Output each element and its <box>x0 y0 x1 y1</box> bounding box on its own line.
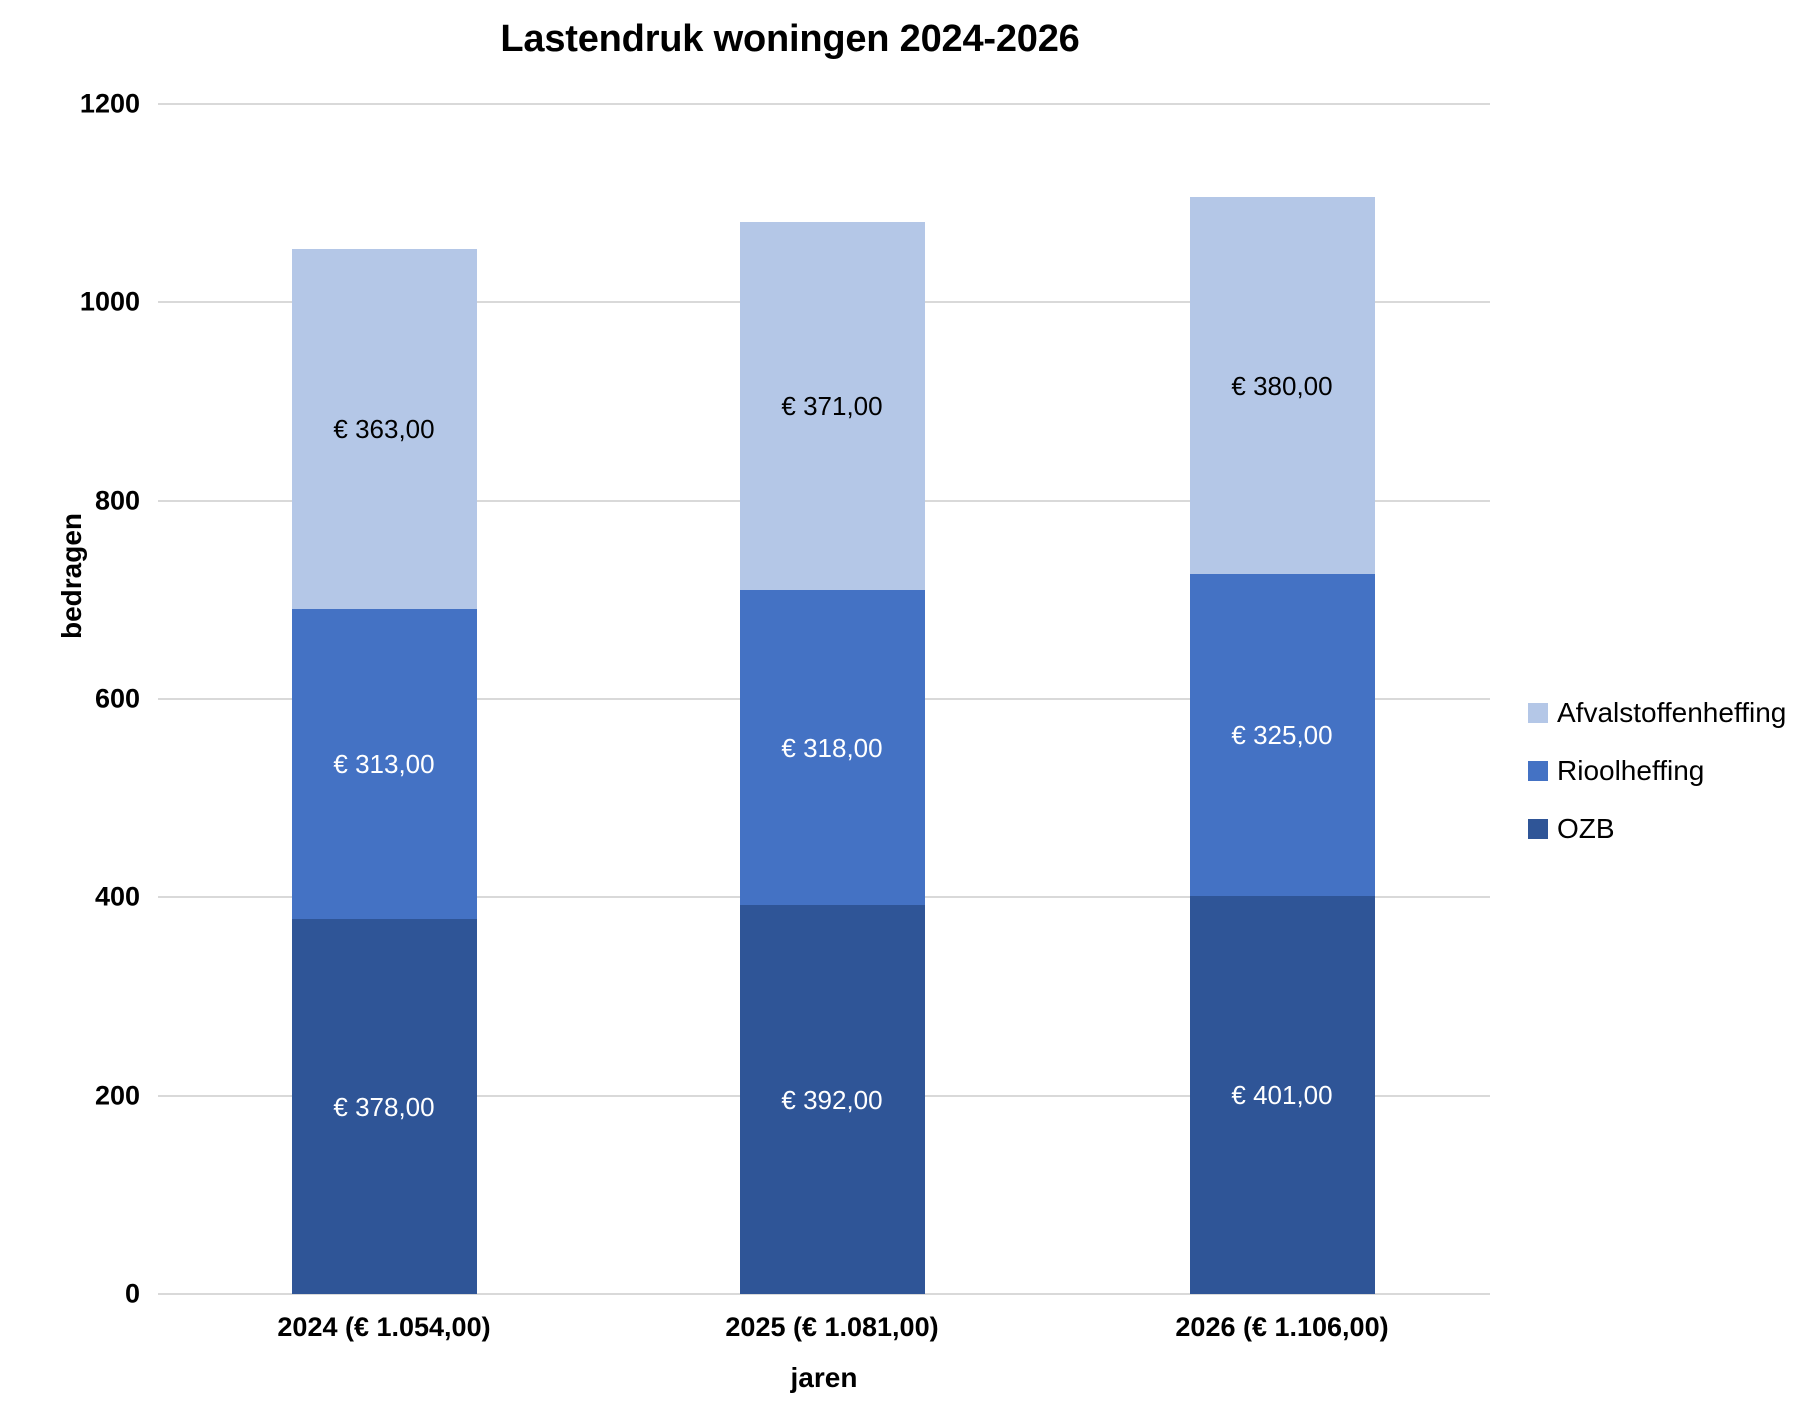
y-axis-tick-label: 800 <box>94 485 140 516</box>
y-axis-tick-label: 400 <box>94 881 140 912</box>
chart-title: Lastendruk woningen 2024-2026 <box>500 18 1080 60</box>
bar-segment-rioolheffing[interactable]: € 325,00 <box>1189 574 1375 897</box>
y-axis-tick-label: 0 <box>124 1278 140 1309</box>
bar-segment-value-label: € 380,00 <box>1231 370 1333 401</box>
legend-item-label: Rioolheffing <box>1557 755 1705 786</box>
x-axis-category-label: 2025 (€ 1.081,00) <box>725 1312 939 1342</box>
y-axis-tick-label: 200 <box>94 1080 140 1111</box>
bar-segment-afvalstoffenheffing[interactable]: € 371,00 <box>739 222 925 590</box>
x-axis-category-label: 2026 (€ 1.106,00) <box>1175 1312 1389 1342</box>
bar-group[interactable]: € 378,00 € 313,00 € 363,00 <box>291 104 477 1294</box>
legend-item-label: Afvalstoffenheffing <box>1557 697 1787 728</box>
y-axis-tick-label: 600 <box>94 683 140 714</box>
bar-group[interactable]: € 392,00 € 318,00 € 371,00 <box>739 104 925 1294</box>
bar-segment-rioolheffing[interactable]: € 313,00 <box>291 608 477 920</box>
bar-segment-afvalstoffenheffing[interactable]: € 363,00 <box>291 248 477 609</box>
bar-group[interactable]: € 401,00 € 325,00 € 380,00 <box>1189 104 1375 1294</box>
bar-segment-value-label: € 401,00 <box>1231 1080 1333 1111</box>
gridline <box>158 1293 1490 1295</box>
bar-segment-value-label: € 392,00 <box>781 1084 883 1115</box>
bar-segment-ozb[interactable]: € 401,00 <box>1189 896 1375 1294</box>
y-axis-tick-labels: 1200 1000 800 600 400 200 0 <box>0 89 140 1309</box>
legend-color-swatch-icon <box>1528 761 1548 781</box>
x-axis-title: jaren <box>790 1362 858 1393</box>
bar-segment-rioolheffing[interactable]: € 318,00 <box>739 589 925 906</box>
gridline <box>158 103 1490 105</box>
legend-item[interactable]: Rioolheffing <box>1528 748 1793 794</box>
bar-segment-value-label: € 363,00 <box>333 413 435 444</box>
chart-legend: Afvalstoffenheffing Rioolheffing OZB <box>1528 690 1793 864</box>
legend-item[interactable]: Afvalstoffenheffing <box>1528 690 1793 736</box>
bar-segment-afvalstoffenheffing[interactable]: € 380,00 <box>1189 197 1375 575</box>
bar-segment-value-label: € 318,00 <box>781 732 883 763</box>
bar-segment-ozb[interactable]: € 392,00 <box>739 905 925 1294</box>
y-axis-tick-label: 1000 <box>79 286 140 317</box>
legend-color-swatch-icon <box>1528 703 1548 723</box>
plot-area: € 378,00 € 313,00 € 363,00 € 392,00 € 318,00… <box>158 103 1490 1295</box>
bar-segment-value-label: € 378,00 <box>333 1091 435 1122</box>
bar-segment-value-label: € 325,00 <box>1231 720 1333 751</box>
legend-item[interactable]: OZB <box>1528 806 1793 852</box>
x-axis-category-label: 2024 (€ 1.054,00) <box>277 1312 491 1342</box>
bar-segment-ozb[interactable]: € 378,00 <box>291 919 477 1294</box>
bar-segment-value-label: € 313,00 <box>333 748 435 779</box>
bar-segment-value-label: € 371,00 <box>781 390 883 421</box>
legend-color-swatch-icon <box>1528 819 1548 839</box>
y-axis-tick-label: 1200 <box>79 88 140 119</box>
legend-item-label: OZB <box>1557 813 1615 844</box>
